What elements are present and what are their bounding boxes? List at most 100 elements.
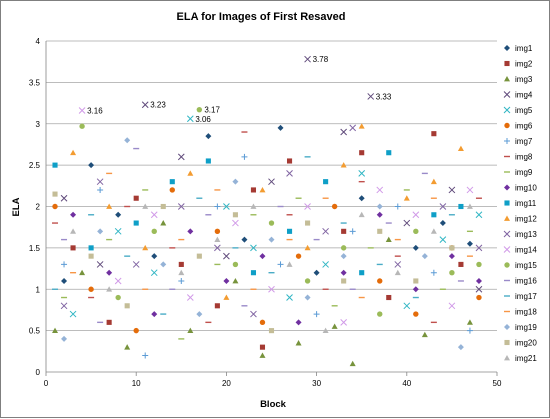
data-point-img20 — [52, 191, 58, 197]
data-point-img13 — [177, 203, 185, 210]
data-point-img10 — [70, 211, 77, 218]
chart-title: ELA for Images of First Resaved — [177, 11, 346, 23]
legend-marker-img10 — [504, 184, 510, 191]
data-point-img21 — [142, 203, 149, 209]
data-point-img3 — [124, 344, 131, 350]
data-point-img21 — [106, 286, 113, 292]
data-point-img4 — [60, 194, 68, 202]
legend-label: img3 — [515, 75, 533, 84]
legend-marker-img13 — [503, 230, 511, 238]
data-point-img13 — [250, 310, 257, 318]
data-point-img7 — [349, 228, 356, 235]
data-point-img5 — [403, 302, 411, 310]
data-point-img15 — [304, 278, 311, 284]
data-point-img7 — [394, 203, 401, 210]
data-point-img15 — [476, 261, 482, 268]
data-point-img14 — [340, 318, 348, 326]
legend-label: img20 — [515, 339, 537, 348]
data-point-img10 — [448, 253, 455, 260]
data-point-img4 — [177, 153, 185, 161]
data-point-img19 — [61, 335, 68, 342]
data-point-img10 — [412, 286, 419, 293]
data-point-img1 — [313, 269, 320, 276]
y-tick-label: 2.5 — [29, 161, 41, 170]
data-point-img15 — [377, 311, 383, 317]
data-point-img11 — [250, 270, 257, 276]
data-point-img19 — [340, 253, 347, 260]
legend-marker-img6 — [504, 122, 510, 129]
data-point-img19 — [376, 203, 383, 210]
data-point-img6 — [295, 253, 302, 259]
data-point-img11 — [88, 245, 94, 251]
data-point-img13 — [475, 244, 483, 252]
data-point-img7 — [97, 186, 104, 193]
data-point-img3 — [385, 236, 392, 242]
data-point-img21 — [466, 203, 473, 209]
data-point-img13 — [96, 178, 104, 186]
data-point-img15 — [449, 270, 455, 276]
data-point-img19 — [304, 294, 311, 301]
data-point-img12 — [70, 149, 77, 156]
data-point-img19 — [97, 228, 104, 235]
data-point-img7 — [466, 327, 473, 334]
data-point-img3 — [349, 360, 356, 367]
data-point-img3 — [79, 269, 86, 276]
data-point-img20 — [341, 278, 347, 284]
data-point-img10 — [340, 269, 347, 276]
x-tick-label: 40 — [402, 379, 411, 388]
y-tick-label: 0 — [36, 368, 41, 377]
data-point-img4 — [96, 261, 104, 268]
x-tick-label: 0 — [44, 379, 49, 388]
data-point-img14 — [150, 211, 158, 219]
x-axis-label: Block — [260, 399, 287, 410]
legend-label: img16 — [515, 277, 537, 286]
data-point-img14 — [466, 186, 474, 194]
data-point-img14 — [78, 107, 86, 114]
data-point-img2 — [106, 319, 112, 325]
data-point-img2 — [214, 303, 220, 309]
data-point-img19 — [421, 253, 428, 260]
data-point-img21 — [250, 203, 257, 209]
data-point-img11 — [458, 203, 464, 210]
legend-marker-img14 — [503, 246, 511, 253]
data-point-img4 — [475, 285, 483, 293]
data-point-img1 — [61, 277, 68, 284]
data-point-img13 — [132, 261, 140, 268]
data-point-img12 — [223, 294, 230, 300]
data-point-img21 — [70, 228, 77, 234]
legend-marker-img19 — [504, 324, 510, 330]
legend-label: img8 — [515, 153, 533, 162]
legend-label: img4 — [515, 91, 533, 100]
legend-marker-img11 — [504, 200, 510, 206]
data-point-img21 — [178, 269, 185, 276]
legend-label: img2 — [515, 60, 533, 69]
data-point-img12 — [106, 203, 113, 209]
data-point-img6 — [169, 187, 175, 193]
data-point-img10 — [259, 253, 266, 260]
data-point-img20 — [449, 245, 455, 251]
legend-marker-img20 — [504, 339, 510, 346]
data-point-img10 — [295, 319, 302, 326]
legend-label: img6 — [515, 122, 533, 131]
annotation-label: 3.17 — [204, 106, 220, 115]
data-point-img3 — [331, 323, 338, 329]
data-point-img12 — [142, 244, 149, 251]
data-point-img13 — [349, 124, 357, 132]
data-point-img21 — [430, 228, 437, 234]
annotation-label: 3.16 — [87, 107, 103, 116]
data-point-img6 — [476, 294, 482, 301]
data-point-img21 — [322, 327, 329, 334]
data-point-img14 — [304, 203, 311, 210]
annotation-label: 3.33 — [376, 92, 392, 101]
y-tick-label: 1.5 — [29, 244, 41, 253]
data-point-img15 — [115, 294, 121, 301]
x-tick-labels: 0 10 20 30 40 50 — [44, 379, 502, 388]
data-point-img12 — [259, 186, 266, 193]
y-tick-label: 3.5 — [29, 78, 41, 87]
data-point-img3 — [52, 327, 59, 334]
data-point-img15 — [340, 245, 347, 251]
y-tick-label: 0.5 — [29, 327, 41, 336]
data-point-img14 — [376, 186, 384, 194]
gridlines — [46, 40, 497, 332]
data-point-img2 — [431, 131, 437, 137]
